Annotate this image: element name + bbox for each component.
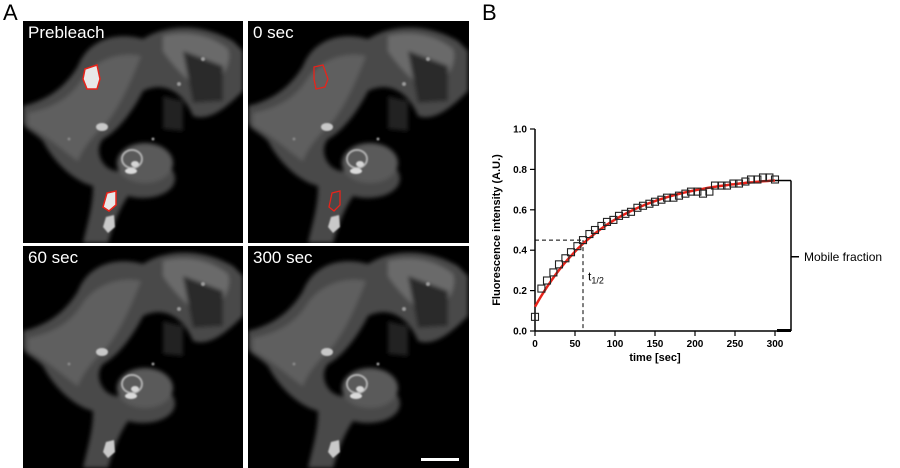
micrograph-0-sec: 0 sec <box>248 21 469 243</box>
bleach-roi-lower <box>102 190 117 212</box>
data-point <box>765 173 774 182</box>
data-point <box>705 187 714 196</box>
data-point <box>758 173 768 182</box>
data-point <box>537 284 546 293</box>
x-tick-label: 250 <box>727 339 744 350</box>
cell-image <box>23 246 243 468</box>
scale-bar <box>421 458 459 461</box>
scale-bar-line <box>421 458 459 461</box>
x-axis-label: time [sec] <box>629 352 681 364</box>
panel-label-b: B <box>482 0 497 25</box>
bracket-bottom <box>777 329 791 332</box>
data-point <box>722 181 732 190</box>
bleach-roi-upper <box>313 64 329 90</box>
x-tick-label: 200 <box>687 339 704 350</box>
data-point <box>578 236 588 245</box>
data-point <box>741 177 750 186</box>
micrograph-label: 0 sec <box>253 23 294 42</box>
data-point <box>710 181 720 190</box>
data-point <box>566 248 576 257</box>
bleach-roi-lower <box>328 190 341 212</box>
data-point <box>770 175 780 184</box>
data-point <box>657 195 666 204</box>
x-tick-label: 100 <box>607 339 624 350</box>
data-point <box>542 276 552 285</box>
frap-recovery-chart: 0.0 0.2 0.4 0.6 0.8 1.0 0 50 100 150 200 250 300 Fl… <box>491 125 882 365</box>
y-tick-label: 1.0 <box>513 125 527 136</box>
data-point <box>693 187 702 196</box>
micrograph-label: Prebleach <box>28 23 105 42</box>
data-point <box>549 268 558 277</box>
half-time-label: t1/2 <box>588 270 604 286</box>
y-tick-label: 0.8 <box>513 165 527 176</box>
data-point <box>621 209 630 218</box>
x-tick-label: 50 <box>569 339 581 350</box>
data-point <box>746 175 756 184</box>
micrograph-label: 300 sec <box>253 248 313 267</box>
x-axis-ticks: 0 50 100 150 200 250 300 <box>532 331 784 350</box>
y-tick-label: 0.4 <box>513 246 527 257</box>
data-point <box>561 254 570 263</box>
data-point <box>734 179 744 188</box>
data-point <box>698 189 708 198</box>
y-tick-label: 0.6 <box>513 205 527 216</box>
data-point <box>614 211 624 220</box>
micrograph-prebleach: Prebleach <box>23 21 243 243</box>
y-tick-label: 0.0 <box>513 327 527 338</box>
data-point <box>753 175 762 184</box>
bleach-roi-upper <box>82 64 101 90</box>
data-point <box>674 191 684 200</box>
data-point <box>681 189 690 198</box>
mobile-fraction-label: Mobile fraction <box>804 250 882 264</box>
micrograph-60-sec: 60 sec <box>23 246 243 468</box>
data-point <box>645 199 654 208</box>
x-tick-label: 0 <box>532 339 538 350</box>
exponential-fit-curve <box>533 179 776 308</box>
data-point <box>686 187 696 196</box>
panel-label-a: A <box>3 0 18 25</box>
half-time-symbol: t <box>588 270 592 284</box>
data-point <box>669 193 678 202</box>
data-point <box>554 260 564 269</box>
y-tick-label: 0.2 <box>513 286 527 297</box>
data-point <box>602 217 612 226</box>
roi-marks <box>82 64 117 212</box>
y-axis-label: Fluorescence intensity (A.U.) <box>491 154 503 306</box>
micrograph-300-sec: 300 sec <box>248 246 469 468</box>
data-point <box>573 242 582 251</box>
mobile-fraction-bracket <box>775 179 799 332</box>
half-time-subscript: 1/2 <box>591 276 604 286</box>
x-tick-label: 150 <box>647 339 664 350</box>
data-point <box>530 312 540 321</box>
micrograph-label: 60 sec <box>28 248 79 267</box>
half-time-guides <box>535 239 584 331</box>
data-point <box>729 179 738 188</box>
data-point <box>650 197 660 206</box>
data-point <box>717 181 726 190</box>
y-axis-ticks: 0.0 0.2 0.4 0.6 0.8 1.0 <box>513 125 535 338</box>
data-point <box>638 201 648 210</box>
x-tick-label: 300 <box>767 339 784 350</box>
roi-marks <box>313 64 341 212</box>
data-point <box>662 193 672 202</box>
data-point <box>633 203 642 212</box>
data-points <box>530 173 780 321</box>
